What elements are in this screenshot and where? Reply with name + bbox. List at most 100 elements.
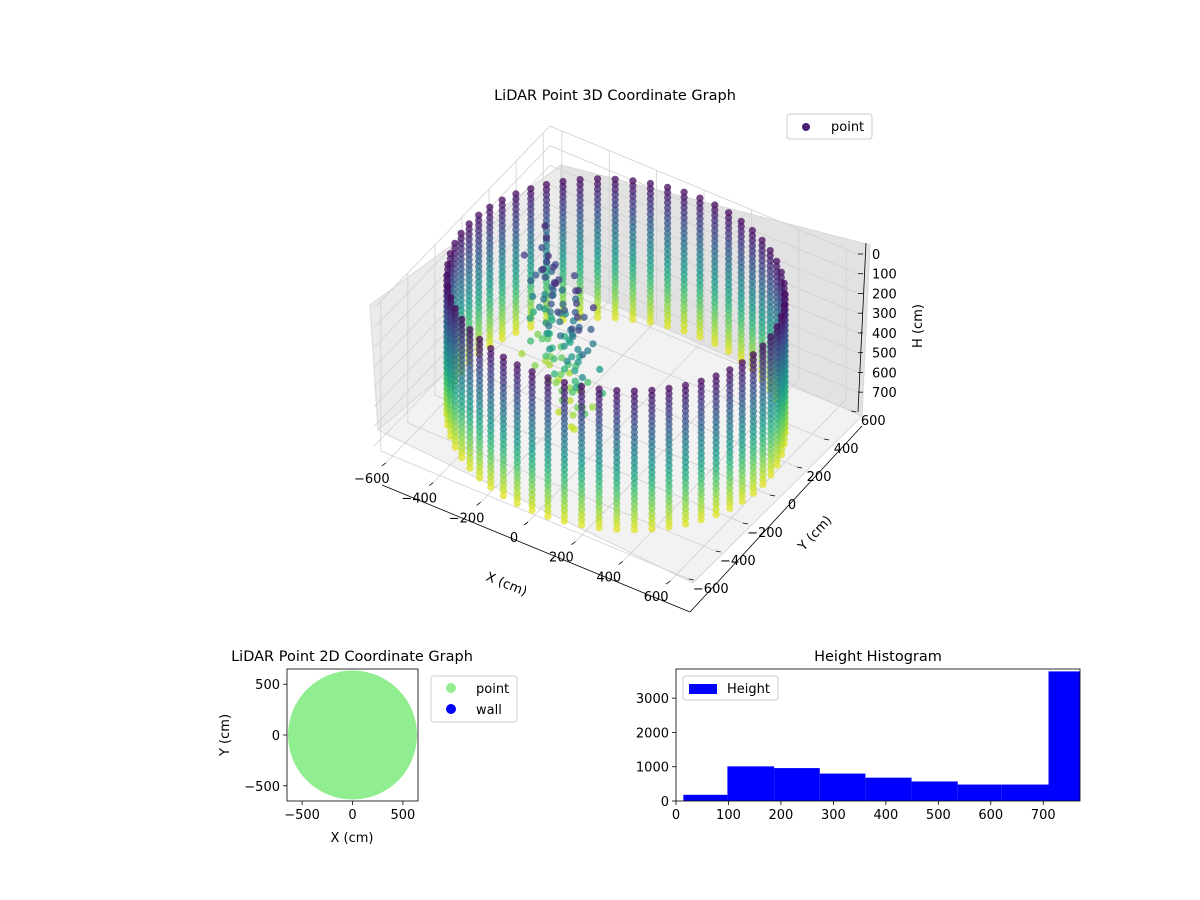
data-point-3d xyxy=(630,510,639,518)
legend-3d-marker xyxy=(802,123,810,131)
data-point-3d xyxy=(758,318,766,326)
data-point-3d xyxy=(457,286,465,294)
data-point-3d xyxy=(547,300,555,308)
data-point-3d xyxy=(526,314,534,322)
data-point-3d xyxy=(696,312,704,320)
data-point-3d xyxy=(646,308,655,316)
data-point-3d xyxy=(759,450,767,458)
data-point-3d xyxy=(486,337,494,345)
data-point-3d xyxy=(766,298,774,306)
data-point-3d xyxy=(629,259,637,267)
data-point-3d xyxy=(680,327,688,335)
data-point-3d xyxy=(738,384,746,392)
data-point-3d xyxy=(681,427,690,436)
data-point-3d xyxy=(528,368,536,376)
data-point-3d xyxy=(759,409,767,417)
data-point-3d xyxy=(766,277,774,285)
data-point-3d xyxy=(513,422,521,431)
data-point-3d xyxy=(680,301,688,309)
data-point-3d xyxy=(613,417,621,425)
data-point-3d xyxy=(554,308,562,316)
data-point-3d xyxy=(726,381,734,389)
data-point-3d xyxy=(513,381,521,389)
data-point-3d xyxy=(725,275,733,283)
y-tick-label-histogram: 3000 xyxy=(636,692,669,707)
data-point-3d xyxy=(451,433,459,441)
data-point-3d xyxy=(512,215,520,224)
data-point-3d xyxy=(697,413,705,421)
data-point-3d xyxy=(737,320,745,328)
data-point-3d xyxy=(466,387,474,395)
data-point-3d xyxy=(646,292,655,300)
data-point-3d xyxy=(680,260,688,268)
data-point-3d xyxy=(681,484,690,492)
data-point-3d xyxy=(539,265,547,273)
data-point-3d xyxy=(576,268,584,276)
data-point-3d xyxy=(696,322,704,330)
data-point-3d xyxy=(499,353,507,361)
data-point-3d xyxy=(555,408,563,416)
data-point-3d xyxy=(486,296,494,304)
data-point-3d xyxy=(559,249,567,257)
data-point-3d xyxy=(498,211,506,220)
data-point-3d xyxy=(594,313,602,321)
data-point-3d xyxy=(664,276,672,284)
data-point-3d xyxy=(665,513,673,521)
data-point-3d xyxy=(465,225,473,233)
data-point-3d xyxy=(759,368,767,376)
data-point-3d xyxy=(475,262,483,271)
histogram-bar xyxy=(727,766,775,801)
data-point-3d xyxy=(648,479,656,487)
data-point-3d xyxy=(726,499,734,507)
data-point-3d xyxy=(759,480,767,489)
data-point-3d xyxy=(529,292,537,301)
data-point-3d xyxy=(711,211,719,219)
data-point-3d xyxy=(560,502,569,510)
data-point-3d xyxy=(560,306,569,314)
data-point-3d xyxy=(767,440,775,448)
data-point-3d xyxy=(486,331,494,340)
data-point-3d xyxy=(513,479,521,487)
data-point-3d xyxy=(584,378,592,386)
data-point-3d xyxy=(570,272,579,280)
data-point-3d xyxy=(487,406,495,414)
data-point-3d xyxy=(697,485,705,493)
data-point-3d xyxy=(512,236,520,244)
data-point-3d xyxy=(466,408,474,416)
data-point-3d xyxy=(712,398,720,406)
data-point-3d xyxy=(665,441,673,449)
data-point-3d xyxy=(475,247,483,255)
data-point-3d xyxy=(542,352,550,360)
histogram-bar xyxy=(819,773,866,801)
data-point-3d xyxy=(576,242,584,250)
data-point-3d xyxy=(767,368,775,377)
data-point-3d xyxy=(613,392,621,400)
data-point-3d xyxy=(476,351,484,359)
data-point-3d xyxy=(648,397,656,405)
data-point-3d xyxy=(758,313,766,321)
legend-wall-label: wall xyxy=(476,703,502,718)
data-point-3d xyxy=(611,201,619,209)
data-point-3d xyxy=(595,462,603,470)
data-point-3d xyxy=(451,366,459,374)
data-point-3d xyxy=(681,397,690,405)
data-point-3d xyxy=(648,402,656,410)
data-point-3d xyxy=(725,260,733,268)
data-point-3d xyxy=(726,458,734,466)
data-point-3d xyxy=(498,258,506,266)
data-point-3d xyxy=(457,281,465,289)
data-point-3d xyxy=(738,492,746,500)
data-point-3d xyxy=(578,413,586,421)
data-point-3d xyxy=(576,247,584,255)
data-point-3d xyxy=(476,459,484,467)
data-point-3d xyxy=(576,211,584,220)
data-point-3d xyxy=(534,330,542,338)
data-point-3d xyxy=(498,222,506,230)
data-point-3d xyxy=(465,230,473,238)
data-point-3d xyxy=(578,475,586,483)
data-point-3d xyxy=(578,464,586,473)
data-point-3d xyxy=(611,185,619,194)
data-point-3d xyxy=(749,443,757,451)
data-point-3d xyxy=(630,413,639,421)
data-point-3d xyxy=(487,483,495,491)
